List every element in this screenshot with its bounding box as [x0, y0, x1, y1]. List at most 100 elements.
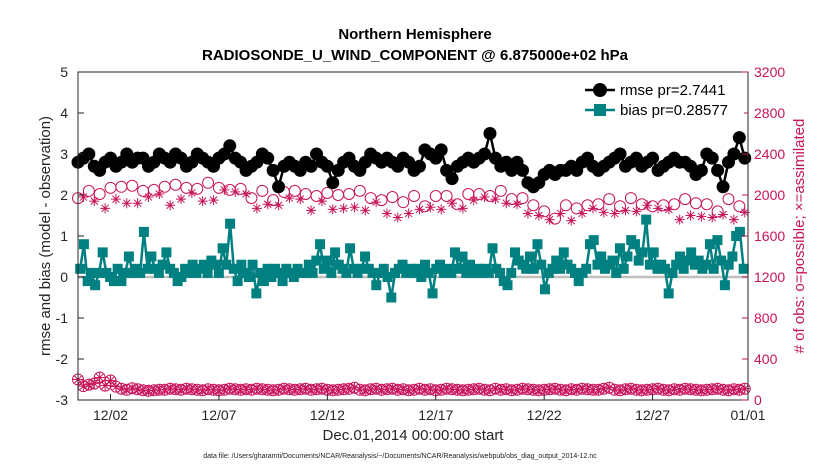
bias-point	[382, 272, 393, 282]
bias-point	[277, 276, 288, 287]
bias-point	[521, 263, 532, 274]
rmse-point	[705, 151, 719, 165]
bias-point	[97, 247, 108, 258]
plot-area	[78, 72, 748, 400]
rmse-point	[434, 143, 448, 157]
obs-assimilated-star	[739, 207, 750, 218]
rmse-point	[272, 180, 286, 194]
bias-point	[157, 259, 168, 270]
rmse-point	[694, 163, 708, 177]
bias-point	[90, 280, 101, 291]
bias-point	[78, 239, 89, 250]
obs-assimilated-star	[306, 205, 317, 216]
bias-point	[423, 267, 434, 278]
bias-point	[678, 263, 689, 274]
legend-box	[578, 78, 744, 124]
bias-point	[483, 267, 494, 278]
y-tick-label: 0	[60, 269, 68, 285]
rmse-point	[711, 163, 725, 177]
bias-point	[303, 259, 314, 270]
bias-point	[554, 263, 565, 274]
obs-assimilated-star	[392, 212, 403, 223]
bias-point	[112, 263, 123, 274]
bias-point	[307, 267, 318, 278]
legend-rmse-label: rmse pr=2.7441	[620, 82, 725, 99]
bias-point	[648, 247, 659, 258]
bias-point	[378, 263, 389, 274]
y2-tick-label: 2800	[754, 105, 785, 121]
bias-point	[569, 267, 580, 278]
obs-possible-circle	[245, 192, 258, 205]
obs-assimilated-star	[132, 198, 143, 209]
obs-possible-circle	[93, 187, 106, 200]
x-tick-label: 12/12	[310, 407, 345, 423]
obs-possible-circle	[310, 190, 323, 203]
bias-point	[659, 263, 670, 274]
bias-point	[716, 255, 727, 266]
bias-point	[236, 259, 247, 270]
bias-point	[273, 267, 284, 278]
bias-point	[93, 267, 104, 278]
obs-assimilated-star	[208, 195, 219, 206]
obs-possible-circle	[234, 182, 247, 195]
rmse-point	[266, 163, 280, 177]
rmse-point	[483, 127, 497, 140]
bias-point	[596, 251, 607, 262]
obs-assimilated-star	[197, 196, 208, 207]
bias-point	[633, 255, 644, 266]
bias-point	[266, 272, 277, 282]
obs-possible-circle	[288, 184, 301, 197]
bias-point	[326, 267, 337, 278]
bias-point	[510, 247, 521, 258]
rmse-series	[71, 127, 752, 194]
obs-assimilated-star	[696, 211, 707, 222]
bias-point	[427, 288, 438, 299]
bias-point	[641, 214, 652, 225]
bias-point	[221, 259, 232, 270]
bias-point	[198, 259, 209, 270]
obs-possible-circle	[733, 200, 746, 213]
obs-assimilated-star	[555, 208, 566, 219]
bias-point	[161, 247, 172, 258]
obs-assimilated-star	[262, 199, 273, 210]
obs-assimilated-star	[241, 188, 252, 199]
obs-possible-circle	[549, 212, 562, 225]
bias-point	[386, 292, 397, 303]
obs-possible-circle	[267, 194, 280, 207]
bias-point	[581, 263, 592, 274]
rmse-point	[732, 131, 746, 145]
bias-point	[187, 259, 198, 270]
bias-point	[506, 267, 517, 278]
bias-series	[75, 214, 749, 303]
bias-point	[588, 235, 599, 246]
obs-assimilated-star	[175, 194, 186, 205]
obs-possible-circle	[603, 193, 616, 206]
obs-assimilated-star	[620, 205, 631, 216]
rmse-point	[478, 147, 492, 161]
y-tick-label: -3	[56, 392, 69, 408]
bias-point	[671, 259, 682, 270]
bias-point	[637, 247, 648, 258]
obs-assimilated-star	[457, 203, 468, 214]
rmse-point	[445, 172, 459, 186]
obs-possible-star-marker	[739, 383, 750, 394]
obs-possible-circle	[668, 198, 681, 211]
rmse-point	[727, 147, 741, 161]
obs-assimilated-star	[338, 203, 349, 214]
bias-point	[371, 280, 382, 291]
y2-tick-label: 400	[754, 351, 778, 367]
x-axis-label: Dec.01,2014 00:00:00 start	[323, 427, 505, 444]
x-axis-ticks: 12/02 12/07 12/12 12/17 12/22 12/27 01/01	[93, 394, 766, 423]
obs-assimilated-star	[89, 196, 100, 207]
bias-point	[210, 259, 221, 270]
obs-possible-circle	[353, 184, 366, 197]
bias-point	[465, 259, 476, 270]
obs-possible-circle	[570, 202, 583, 215]
obs-assimilated-star	[295, 194, 306, 205]
bias-point	[416, 272, 427, 282]
bias-point	[629, 239, 640, 250]
bias-point	[644, 259, 655, 270]
bias-point	[138, 226, 149, 237]
rmse-point	[326, 176, 340, 190]
